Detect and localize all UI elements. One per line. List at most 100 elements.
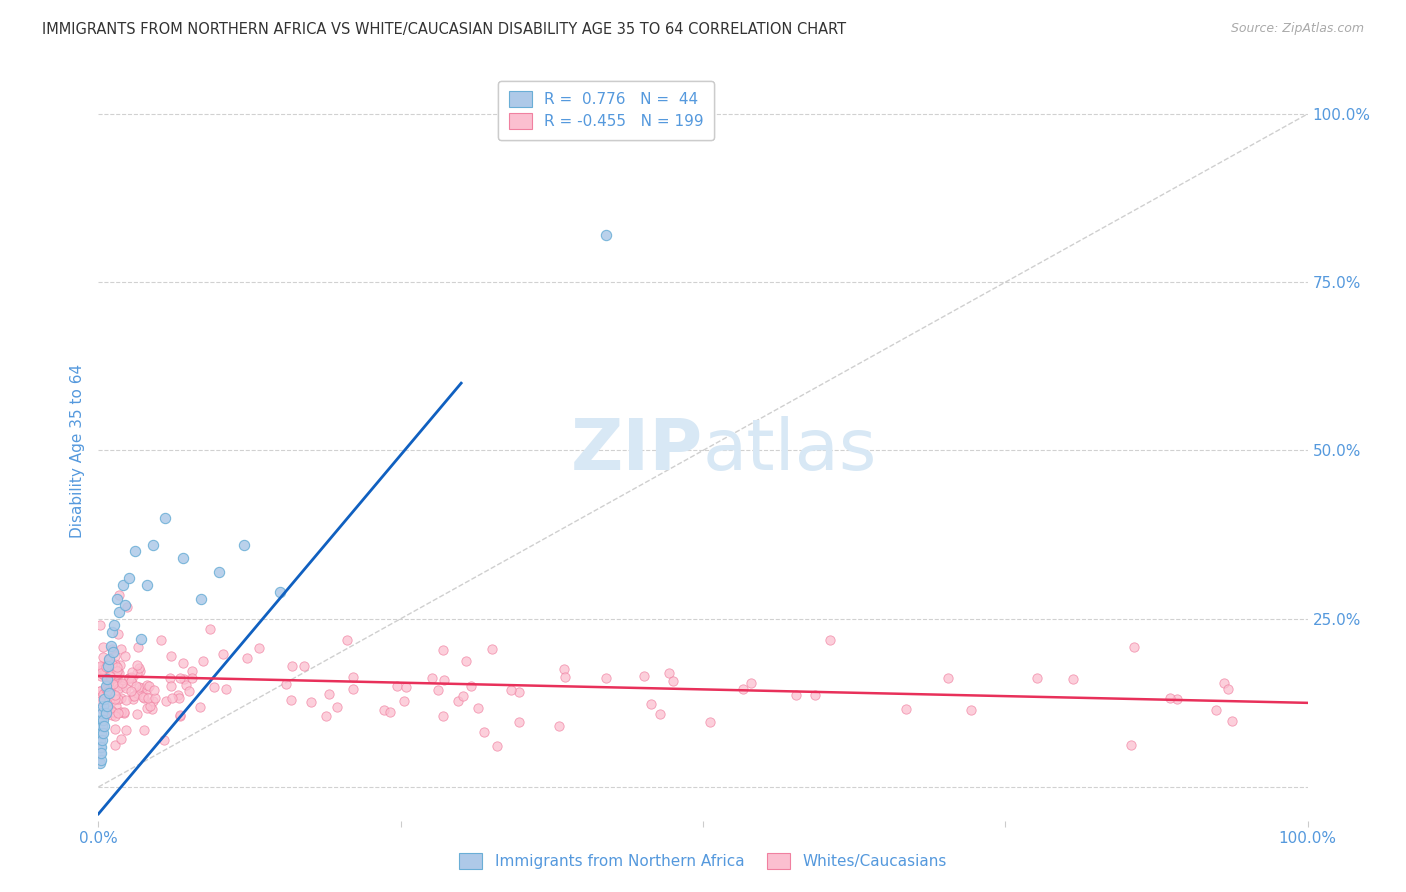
Point xyxy=(1213,676,1236,690)
Point xyxy=(111,676,134,690)
Point xyxy=(1119,738,1142,752)
Point xyxy=(107,675,129,690)
Point xyxy=(101,708,124,723)
Point xyxy=(135,678,157,692)
Point xyxy=(90,726,112,740)
Point xyxy=(96,669,118,683)
Point xyxy=(274,677,297,691)
Point xyxy=(96,699,118,714)
Point xyxy=(120,673,142,688)
Point xyxy=(124,544,146,558)
Point xyxy=(97,684,120,698)
Point xyxy=(169,691,191,706)
Point xyxy=(105,664,128,678)
Point xyxy=(232,538,254,552)
Point xyxy=(96,673,118,687)
Point xyxy=(132,723,155,737)
Point xyxy=(699,714,721,729)
Point xyxy=(169,707,191,722)
Legend: R =  0.776   N =  44, R = -0.455   N = 199: R = 0.776 N = 44, R = -0.455 N = 199 xyxy=(498,80,714,140)
Point xyxy=(90,669,112,683)
Point xyxy=(98,669,121,683)
Point xyxy=(101,642,124,657)
Point xyxy=(325,699,347,714)
Point xyxy=(1216,682,1239,697)
Point xyxy=(124,690,146,704)
Point xyxy=(103,688,125,702)
Point xyxy=(129,632,152,646)
Point xyxy=(190,591,212,606)
Point xyxy=(433,673,456,687)
Point xyxy=(472,725,495,739)
Y-axis label: Disability Age 35 to 64: Disability Age 35 to 64 xyxy=(69,363,84,538)
Point xyxy=(131,690,153,704)
Point xyxy=(100,639,122,653)
Point xyxy=(105,660,128,674)
Point xyxy=(110,731,132,746)
Point xyxy=(90,690,112,704)
Point xyxy=(342,670,364,684)
Point xyxy=(553,662,575,676)
Point xyxy=(94,706,117,720)
Point xyxy=(104,738,127,752)
Point xyxy=(91,649,114,664)
Point xyxy=(90,665,112,680)
Point xyxy=(131,681,153,695)
Point xyxy=(212,647,235,661)
Point xyxy=(111,679,134,693)
Point xyxy=(94,660,117,674)
Point xyxy=(595,672,617,686)
Point xyxy=(554,670,576,684)
Point xyxy=(122,689,145,703)
Point xyxy=(198,622,221,636)
Point xyxy=(121,665,143,680)
Point xyxy=(90,747,112,761)
Point xyxy=(91,732,114,747)
Point xyxy=(169,671,191,685)
Point xyxy=(104,688,127,702)
Point xyxy=(105,665,128,679)
Point xyxy=(191,654,214,668)
Point xyxy=(378,705,401,719)
Point xyxy=(101,645,124,659)
Point xyxy=(115,599,138,614)
Point xyxy=(107,691,129,706)
Point xyxy=(180,671,202,685)
Point xyxy=(167,689,190,703)
Point xyxy=(93,667,115,681)
Point xyxy=(269,584,291,599)
Point xyxy=(142,538,165,552)
Point xyxy=(90,666,112,681)
Point xyxy=(142,694,165,708)
Point xyxy=(501,682,523,697)
Point xyxy=(160,679,183,693)
Point xyxy=(89,658,111,673)
Point xyxy=(235,651,257,665)
Point xyxy=(145,691,167,706)
Point xyxy=(135,682,157,697)
Point xyxy=(89,739,111,754)
Point xyxy=(96,681,118,696)
Point xyxy=(139,699,162,714)
Point xyxy=(174,678,197,692)
Point xyxy=(373,703,395,717)
Point xyxy=(467,701,489,715)
Point xyxy=(105,680,128,694)
Point xyxy=(299,695,322,709)
Point xyxy=(107,676,129,690)
Point xyxy=(818,632,841,647)
Point xyxy=(385,679,408,693)
Point xyxy=(89,732,111,747)
Point xyxy=(138,679,160,693)
Point xyxy=(98,678,121,692)
Point xyxy=(134,691,156,706)
Point xyxy=(658,665,681,680)
Point xyxy=(89,618,111,632)
Point xyxy=(104,668,127,682)
Point xyxy=(93,719,115,733)
Point xyxy=(508,714,530,729)
Point xyxy=(785,688,807,702)
Point xyxy=(136,700,159,714)
Point xyxy=(128,680,150,694)
Point xyxy=(132,689,155,703)
